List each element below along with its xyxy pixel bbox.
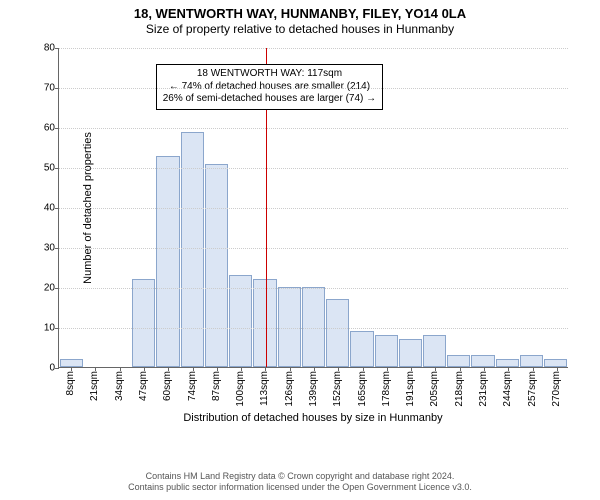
footer-line1: Contains HM Land Registry data © Crown c…	[0, 471, 600, 483]
footer-line2: Contains public sector information licen…	[0, 482, 600, 494]
gridline	[59, 208, 568, 209]
xtick-label: 218sqm	[454, 371, 465, 407]
page-subtitle: Size of property relative to detached ho…	[0, 21, 600, 36]
ytick-label: 0	[25, 363, 55, 374]
xtick-label: 191sqm	[405, 371, 416, 407]
gridline	[59, 48, 568, 49]
bar	[375, 335, 398, 367]
xtick-label: 205sqm	[429, 371, 440, 407]
bar	[423, 335, 446, 367]
ytick-mark	[55, 88, 59, 89]
ytick-label: 60	[25, 123, 55, 134]
bar	[326, 299, 349, 367]
bar	[471, 355, 494, 367]
ytick-label: 80	[25, 43, 55, 54]
bar	[60, 359, 83, 367]
plot: 18 WENTWORTH WAY: 117sqm ← 74% of detach…	[58, 48, 568, 368]
xtick-label: 34sqm	[114, 371, 125, 401]
ytick-mark	[55, 368, 59, 369]
ytick-mark	[55, 248, 59, 249]
xtick-label: 74sqm	[187, 371, 198, 401]
bar	[350, 331, 373, 367]
xtick-label: 257sqm	[527, 371, 538, 407]
xtick-label: 113sqm	[259, 371, 270, 406]
xtick-label: 178sqm	[381, 371, 392, 407]
annotation-box: 18 WENTWORTH WAY: 117sqm ← 74% of detach…	[156, 64, 383, 110]
ytick-mark	[55, 288, 59, 289]
xtick-label: 8sqm	[65, 371, 76, 395]
bar	[205, 164, 228, 367]
gridline	[59, 248, 568, 249]
ytick-mark	[55, 168, 59, 169]
ytick-label: 10	[25, 323, 55, 334]
xtick-label: 139sqm	[308, 371, 319, 407]
xtick-label: 87sqm	[211, 371, 222, 401]
bar	[520, 355, 543, 367]
xtick-label: 231sqm	[478, 371, 489, 407]
bar	[156, 156, 179, 367]
gridline	[59, 288, 568, 289]
ytick-mark	[55, 328, 59, 329]
xtick-label: 270sqm	[551, 371, 562, 407]
xtick-label: 152sqm	[332, 371, 343, 407]
bar	[447, 355, 470, 367]
ytick-label: 40	[25, 203, 55, 214]
bar	[132, 279, 155, 367]
xtick-label: 165sqm	[357, 371, 368, 407]
xtick-label: 126sqm	[284, 371, 295, 407]
gridline	[59, 128, 568, 129]
ytick-mark	[55, 208, 59, 209]
xtick-label: 60sqm	[162, 371, 173, 401]
x-axis-label: Distribution of detached houses by size …	[58, 412, 568, 424]
ytick-label: 50	[25, 163, 55, 174]
ytick-label: 30	[25, 243, 55, 254]
annotation-line2: ← 74% of detached houses are smaller (21…	[163, 81, 376, 94]
bar	[229, 275, 252, 367]
xtick-label: 21sqm	[89, 371, 100, 401]
ytick-label: 20	[25, 283, 55, 294]
gridline	[59, 328, 568, 329]
xtick-label: 47sqm	[138, 371, 149, 401]
ytick-mark	[55, 128, 59, 129]
bar	[544, 359, 567, 367]
bar	[399, 339, 422, 367]
chart-plot-area: Number of detached properties 18 WENTWOR…	[58, 48, 568, 368]
ytick-label: 70	[25, 83, 55, 94]
chart-container: 18, WENTWORTH WAY, HUNMANBY, FILEY, YO14…	[0, 0, 600, 500]
gridline	[59, 88, 568, 89]
footer: Contains HM Land Registry data © Crown c…	[0, 471, 600, 494]
page-title: 18, WENTWORTH WAY, HUNMANBY, FILEY, YO14…	[0, 0, 600, 21]
annotation-line3: 26% of semi-detached houses are larger (…	[163, 93, 376, 106]
xtick-label: 244sqm	[502, 371, 513, 407]
bar	[496, 359, 519, 367]
ytick-mark	[55, 48, 59, 49]
annotation-line1: 18 WENTWORTH WAY: 117sqm	[163, 68, 376, 81]
gridline	[59, 168, 568, 169]
xtick-label: 100sqm	[235, 371, 246, 407]
